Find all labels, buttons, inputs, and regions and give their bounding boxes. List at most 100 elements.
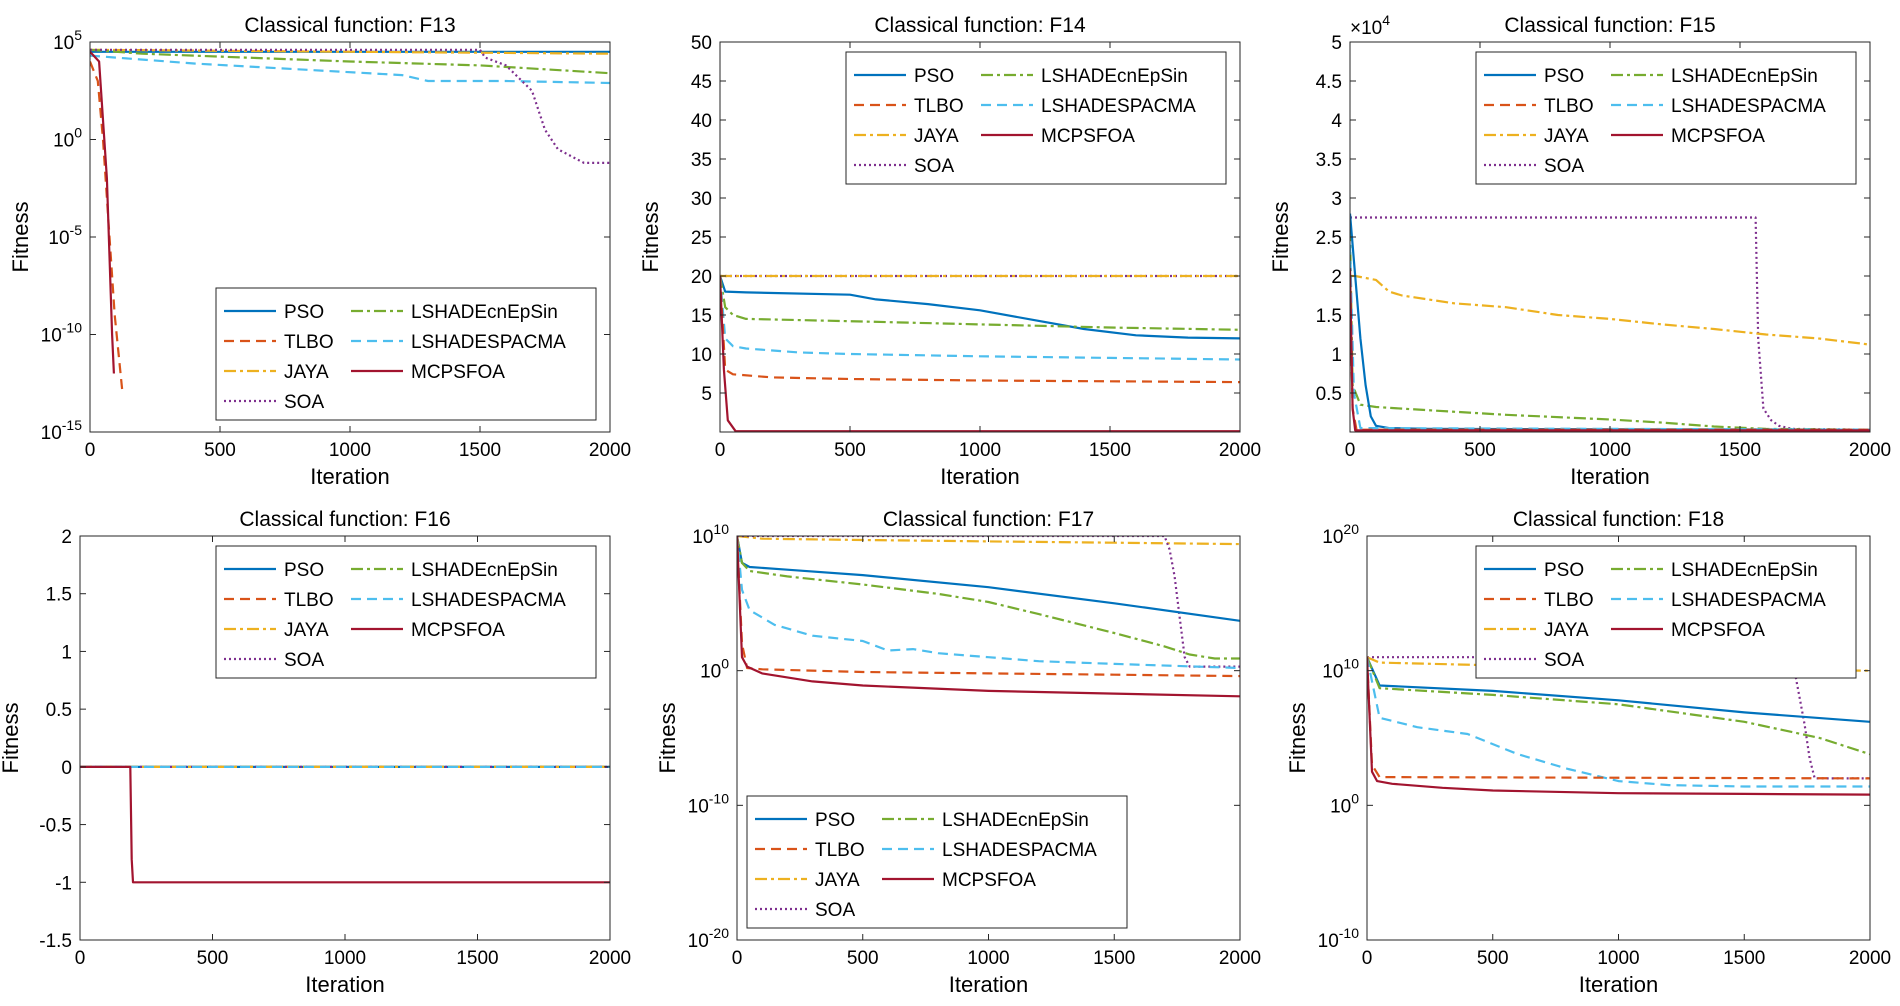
legend-label-soa: SOA <box>1544 156 1584 177</box>
x-tick-label: 500 <box>1464 440 1496 461</box>
x-tick-label: 2000 <box>1219 948 1261 969</box>
chart-panel-2: 0 500 1000 1500 2000 5 10 15 20 25 30 35 40 45 50 Class… <box>638 14 1261 489</box>
legend-label-tlbo: TLBO <box>815 840 865 861</box>
legend-label-mcpsfoa: MCPSFOA <box>1041 126 1135 147</box>
legend-label-tlbo: TLBO <box>1544 96 1594 117</box>
series-line-lshadecnepsin <box>720 275 1240 331</box>
y-tick-label: 0 <box>61 758 72 779</box>
y-tick-label: 100 <box>53 125 82 152</box>
y-tick-label: 5 <box>701 384 712 405</box>
legend-label-jaya: JAYA <box>815 870 860 891</box>
y-tick-label: 4 <box>1331 111 1342 132</box>
legend-label-mcpsfoa: MCPSFOA <box>1671 620 1765 641</box>
legend-box <box>1475 51 1857 185</box>
x-axis-label: Iteration <box>949 972 1029 997</box>
chart-title: Classical function: F17 <box>883 508 1094 531</box>
x-tick-label: 500 <box>847 948 879 969</box>
series-group <box>737 536 1240 698</box>
chart-panel-5: 0 500 1000 1500 2000 1010 100 10-10 10-20 Classic… <box>655 508 1261 997</box>
legend: PSO TLBO JAYA SOA LSHADEcnEpSin LSHADESPACMA M… <box>746 795 1128 929</box>
series-line-lshadespacma <box>90 54 610 85</box>
x-tick-label: 2000 <box>589 440 631 461</box>
y-tick-label: 1010 <box>692 521 729 548</box>
legend-label-lshadecnepsin: LSHADEcnEpSin <box>1041 66 1188 87</box>
y-axis-label: Fitness <box>8 202 33 273</box>
x-axis-label: Iteration <box>1579 972 1659 997</box>
x-tick-label: 2000 <box>589 948 631 969</box>
series-group <box>720 274 1240 432</box>
legend-label-mcpsfoa: MCPSFOA <box>411 362 505 383</box>
y-tick-label: 1010 <box>1322 656 1359 683</box>
x-tick-label: 0 <box>1345 440 1356 461</box>
y-multiplier-label: ×104 <box>1350 12 1390 39</box>
y-tick-label: 35 <box>691 150 712 171</box>
legend-label-pso: PSO <box>284 560 324 581</box>
x-tick-label: 0 <box>75 948 86 969</box>
series-group <box>90 48 610 394</box>
legend-label-soa: SOA <box>815 900 855 921</box>
x-tick-label: 0 <box>85 440 96 461</box>
legend-label-soa: SOA <box>284 392 324 413</box>
legend-label-lshadespacma: LSHADESPACMA <box>411 590 566 611</box>
y-tick-label: 40 <box>691 111 712 132</box>
x-tick-label: 1500 <box>1089 440 1131 461</box>
y-tick-label: 15 <box>691 306 712 327</box>
y-tick-label: 100 <box>1330 790 1359 817</box>
series-line-lshadecnepsin <box>90 48 610 75</box>
chart-panel-1: 0 500 1000 1500 2000 105 100 10-5 10-10 10-15 Clas… <box>8 14 631 489</box>
y-tick-label: 25 <box>691 228 712 249</box>
y-tick-label: 10-10 <box>41 320 83 347</box>
series-line-jaya <box>737 536 1240 546</box>
y-tick-label: 0.5 <box>46 700 72 721</box>
chart-title: Classical function: F15 <box>1504 14 1715 37</box>
y-tick-label: 10-10 <box>1318 925 1360 952</box>
legend-label-tlbo: TLBO <box>284 590 334 611</box>
y-axis-label: Fitness <box>655 703 680 774</box>
y-tick-label: 1 <box>1331 345 1342 366</box>
legend-label-mcpsfoa: MCPSFOA <box>942 870 1036 891</box>
x-tick-label: 500 <box>204 440 236 461</box>
y-tick-label: 0.5 <box>1316 384 1342 405</box>
chart-title: Classical function: F16 <box>239 508 450 531</box>
series-line-lshadespacma <box>1350 244 1870 431</box>
x-axis-label: Iteration <box>1570 464 1650 489</box>
y-tick-label: 3.5 <box>1316 150 1342 171</box>
legend: PSO TLBO JAYA SOA LSHADEcnEpSin LSHADESPACMA M… <box>215 287 597 421</box>
x-tick-label: 1500 <box>1719 440 1761 461</box>
y-tick-label: 105 <box>53 27 82 54</box>
legend-box <box>215 287 597 421</box>
chart-panel-3: 0 500 1000 1500 2000 0.5 1 1.5 2 2.5 3 3.5 4 4.5 5 ×104… <box>1268 12 1891 489</box>
series-line-tlbo <box>720 275 1240 384</box>
chart-title: Classical function: F13 <box>244 14 455 37</box>
legend-label-lshadespacma: LSHADESPACMA <box>1671 590 1826 611</box>
series-line-lshadespacma <box>1367 656 1870 788</box>
legend-label-pso: PSO <box>1544 66 1584 87</box>
legend-label-soa: SOA <box>914 156 954 177</box>
legend-label-lshadecnepsin: LSHADEcnEpSin <box>1671 560 1818 581</box>
x-tick-label: 1000 <box>967 948 1009 969</box>
legend-box <box>215 545 597 679</box>
y-tick-label: 1020 <box>1322 521 1359 548</box>
x-tick-label: 1000 <box>1597 948 1639 969</box>
series-line-mcpsfoa <box>737 536 1240 698</box>
legend-label-pso: PSO <box>914 66 954 87</box>
chart-panel-4: 0 500 1000 1500 2000 -1.5 -1 -0.5 0 0.5 1 1.5 2 Class… <box>0 508 631 997</box>
legend-label-lshadespacma: LSHADESPACMA <box>1671 96 1826 117</box>
chart-title: Classical function: F18 <box>1513 508 1724 531</box>
legend: PSO TLBO JAYA SOA LSHADEcnEpSin LSHADESPACMA M… <box>845 51 1227 185</box>
series-group <box>80 765 610 884</box>
chart-panel-6: 0 500 1000 1500 2000 1020 1010 100 10-10 Classica… <box>1285 508 1891 997</box>
x-tick-label: 0 <box>732 948 743 969</box>
y-tick-label: 100 <box>700 656 729 683</box>
legend-label-jaya: JAYA <box>914 126 959 147</box>
x-tick-label: 2000 <box>1219 440 1261 461</box>
legend-label-mcpsfoa: MCPSFOA <box>411 620 505 641</box>
y-tick-label: 10-20 <box>688 925 730 952</box>
legend-label-jaya: JAYA <box>1544 126 1589 147</box>
legend-label-tlbo: TLBO <box>914 96 964 117</box>
series-line-lshadecnepsin <box>1350 229 1870 431</box>
y-axis-label: Fitness <box>638 202 663 273</box>
legend: PSO TLBO JAYA SOA LSHADEcnEpSin LSHADESPACMA M… <box>1475 51 1857 185</box>
y-axis-label: Fitness <box>1268 202 1293 273</box>
series-line-lshadecnepsin <box>737 536 1240 660</box>
